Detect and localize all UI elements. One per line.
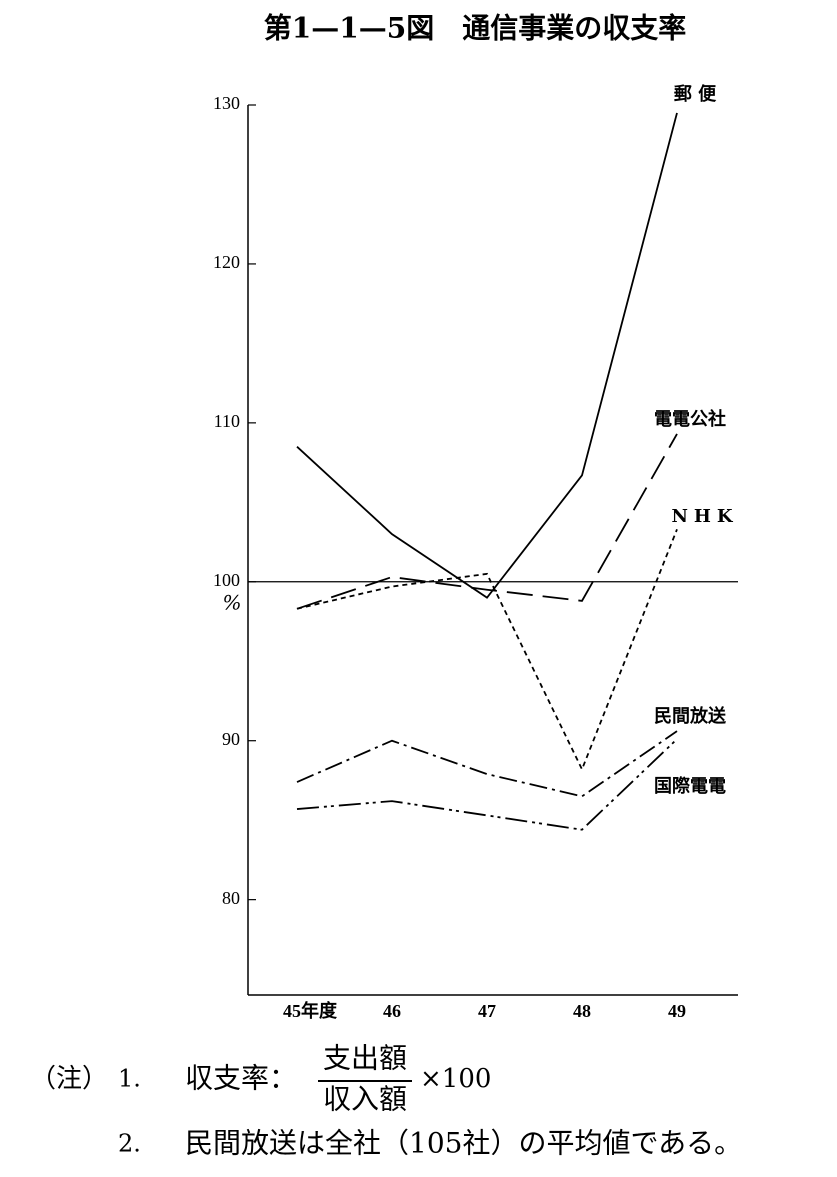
series-line bbox=[296, 529, 678, 772]
y-tick-label: 110 bbox=[214, 411, 240, 431]
note-number: 1. bbox=[118, 1065, 141, 1093]
x-tick-label: 46 bbox=[383, 1001, 401, 1021]
series-label: 郵 便 bbox=[674, 83, 717, 105]
note-numerator: 支出額 bbox=[323, 1042, 407, 1075]
series-line bbox=[296, 112, 678, 599]
x-tick-label: 45年度 bbox=[283, 1000, 338, 1021]
note-prefix: （注） bbox=[30, 1064, 108, 1094]
y-unit: % bbox=[222, 591, 241, 615]
x-tick-label: 49 bbox=[668, 1001, 686, 1021]
note-denominator: 収入額 bbox=[323, 1083, 407, 1116]
y-tick-label: 120 bbox=[213, 252, 240, 272]
series-line bbox=[296, 730, 678, 798]
series-label: 国際電電 bbox=[654, 775, 726, 797]
y-tick-label: 100 bbox=[213, 570, 240, 590]
series-label: 電電公社 bbox=[654, 408, 726, 430]
chart-title: 第1—1—5図 通信事業の収支率 bbox=[264, 12, 686, 45]
series-label: NHK bbox=[671, 506, 738, 527]
note-number: 2. bbox=[118, 1130, 141, 1158]
note-suffix: ×100 bbox=[420, 1064, 491, 1094]
x-tick-label: 48 bbox=[573, 1001, 591, 1021]
note-text: 民間放送は全社（105社）の平均値である。 bbox=[185, 1127, 742, 1160]
y-tick-label: 90 bbox=[222, 729, 240, 749]
x-tick-label: 47 bbox=[478, 1001, 496, 1021]
y-tick-label: 130 bbox=[213, 93, 240, 113]
note-text: 収支率： bbox=[185, 1062, 297, 1095]
series-line bbox=[296, 433, 678, 610]
series-label: 民間放送 bbox=[654, 705, 727, 727]
y-tick-label: 80 bbox=[222, 888, 240, 908]
series-line bbox=[296, 738, 678, 831]
